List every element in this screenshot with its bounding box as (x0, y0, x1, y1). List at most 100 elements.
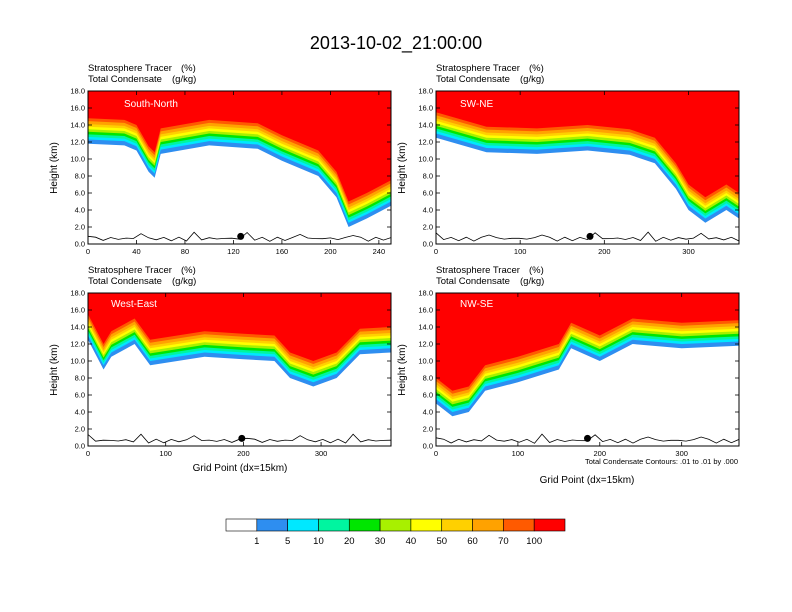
plot-area: 0.0 2.0 4.0 6.0 8.0 10.0 12.0 14.0 16.0 18.0 0 100 2… (70, 289, 392, 458)
y-tick-label: 16.0 (70, 306, 85, 315)
x-axis-label: Grid Point (dx=15km) (193, 463, 288, 474)
panel-unit-condensate: (g/kg) (172, 276, 196, 287)
x-tick-label: 200 (237, 449, 250, 458)
colorbar-label: 100 (526, 536, 542, 547)
y-tick-label: 2.0 (75, 223, 85, 232)
panel-unit-tracer: (%) (181, 63, 196, 74)
y-tick-label: 8.0 (75, 172, 85, 181)
y-tick-label: 2.0 (75, 425, 85, 434)
y-tick-label: 6.0 (75, 189, 85, 198)
y-tick-label: 14.0 (418, 323, 433, 332)
figure-title: 2013-10-02_21:00:00 (310, 33, 482, 54)
colorbar-label: 10 (313, 536, 324, 547)
tracer-field (88, 91, 391, 242)
panel-title-tracer: Stratosphere Tracer (88, 63, 172, 74)
colorbar-label: 40 (406, 536, 417, 547)
x-tick-label: 40 (132, 247, 140, 256)
panel-label: West-East (111, 299, 157, 310)
tracer-field (436, 91, 739, 242)
x-tick-label: 200 (594, 449, 607, 458)
panel-unit-condensate: (g/kg) (520, 74, 544, 85)
y-tick-label: 6.0 (423, 391, 433, 400)
colorbar-box (472, 518, 504, 532)
panel-sw-ne: Stratosphere Tracer (%) Total Condensate… (397, 63, 740, 256)
x-tick-label: 0 (86, 449, 90, 458)
panel-unit-condensate: (g/kg) (520, 276, 544, 287)
y-tick-label: 0.0 (423, 240, 433, 249)
panel-unit-condensate: (g/kg) (172, 74, 196, 85)
tracer-band-10 (436, 91, 739, 198)
y-axis-label: Height (km) (49, 344, 60, 396)
panel-title-condensate: Total Condensate (436, 276, 510, 287)
x-tick-label: 120 (227, 247, 240, 256)
panel-unit-tracer: (%) (181, 265, 196, 276)
tracer-field (436, 293, 739, 444)
panel-label: South-North (124, 99, 178, 110)
y-tick-label: 8.0 (75, 374, 85, 383)
panel-title-tracer: Stratosphere Tracer (436, 265, 520, 276)
x-tick-label: 240 (373, 247, 386, 256)
panel-label: NW-SE (460, 299, 493, 310)
y-tick-label: 14.0 (418, 121, 433, 130)
tracer-field (88, 293, 391, 444)
y-tick-label: 6.0 (75, 391, 85, 400)
colorbar-label: 50 (436, 536, 447, 547)
x-tick-label: 200 (324, 247, 337, 256)
tracer-band-10 (88, 293, 391, 361)
y-tick-label: 12.0 (418, 340, 433, 349)
colorbar-label: 5 (285, 536, 290, 547)
y-tick-label: 16.0 (70, 104, 85, 113)
y-tick-label: 4.0 (75, 206, 85, 215)
site-marker (237, 232, 245, 240)
contour-footnote: Total Condensate Contours: .01 to .01 by… (585, 457, 738, 466)
y-tick-label: 12.0 (418, 138, 433, 147)
colorbar-box (225, 518, 258, 532)
y-tick-label: 12.0 (70, 138, 85, 147)
x-tick-label: 160 (276, 247, 289, 256)
colorbar-box (410, 518, 443, 532)
x-tick-label: 100 (512, 449, 525, 458)
y-tick-label: 0.0 (75, 442, 85, 451)
panel-west-east: Stratosphere Tracer (%) Total Condensate… (49, 265, 392, 474)
terrain-contour (436, 231, 739, 242)
x-tick-label: 0 (434, 449, 438, 458)
colorbar-box (533, 518, 566, 532)
y-tick-label: 14.0 (70, 323, 85, 332)
site-marker (586, 232, 594, 240)
colorbar-box (503, 518, 535, 532)
plot-frame (87, 90, 392, 245)
y-tick-label: 10.0 (418, 155, 433, 164)
x-tick-label: 100 (159, 449, 172, 458)
panel-label: SW-NE (460, 99, 493, 110)
x-tick-label: 0 (86, 247, 90, 256)
colorbar-label: 30 (375, 536, 386, 547)
colorbar-label: 60 (467, 536, 478, 547)
y-tick-label: 10.0 (70, 155, 85, 164)
colorbar-label: 20 (344, 536, 355, 547)
x-tick-label: 0 (434, 247, 438, 256)
colorbar-box (441, 518, 473, 532)
x-tick-label: 300 (675, 449, 688, 458)
colorbar-box (318, 518, 350, 532)
plot-area: 0.0 2.0 4.0 6.0 8.0 10.0 12.0 14.0 16.0 18.0 0 100 2… (418, 87, 740, 256)
colorbar-box (256, 518, 288, 532)
x-tick-label: 300 (682, 247, 695, 256)
site-marker (584, 434, 591, 442)
colorbar-box (379, 518, 412, 532)
y-tick-label: 10.0 (70, 357, 85, 366)
x-axis-label: Grid Point (dx=15km) (540, 475, 635, 486)
y-tick-label: 10.0 (418, 357, 433, 366)
x-tick-label: 100 (514, 247, 527, 256)
y-tick-label: 4.0 (423, 408, 433, 417)
panel-title-tracer: Stratosphere Tracer (436, 63, 520, 74)
y-tick-label: 12.0 (70, 340, 85, 349)
y-tick-label: 6.0 (423, 189, 433, 198)
colorbar: 1 5 10 20 30 40 50 60 70 100 (225, 518, 566, 547)
y-tick-label: 18.0 (70, 289, 85, 298)
y-tick-label: 18.0 (418, 87, 433, 96)
x-tick-label: 80 (181, 247, 189, 256)
site-marker (238, 434, 246, 442)
panel-unit-tracer: (%) (529, 63, 544, 74)
colorbar-label: 1 (254, 536, 259, 547)
